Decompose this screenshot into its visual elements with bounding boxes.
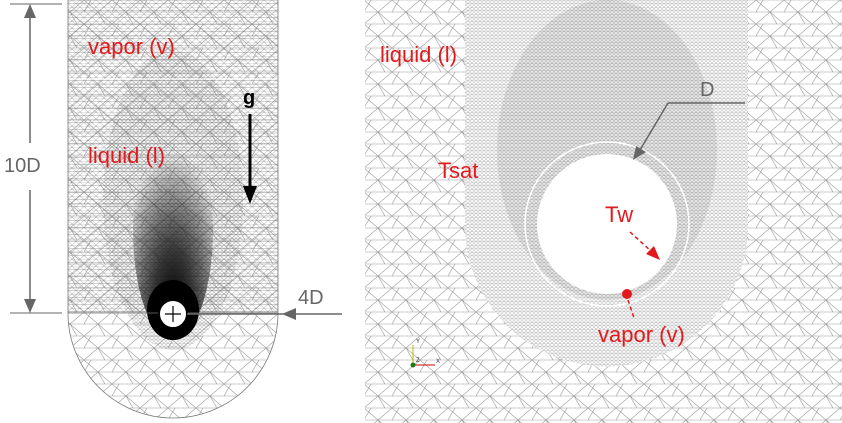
middle-region-label: liquid (l)	[88, 143, 165, 168]
offset-label: 4D	[298, 287, 324, 309]
left-mesh	[60, 0, 290, 423]
axis-y-label: Y	[416, 339, 420, 345]
diameter-label: D	[700, 79, 714, 101]
top-region-label: vapor (v)	[88, 34, 175, 59]
saturation-label: Tsat	[438, 158, 478, 183]
figure: 10D 4D vapor (v) liquid (l) g liquid (l)…	[0, 0, 842, 423]
outer-region-label: liquid (l)	[380, 42, 457, 67]
axis-x-label: X	[436, 359, 440, 365]
gravity-label: g	[243, 87, 255, 109]
axis-z-label: Z	[416, 358, 420, 364]
height-label: 10D	[4, 155, 41, 177]
vapor-label: vapor (v)	[598, 322, 685, 347]
wall-label: Tw	[605, 202, 633, 227]
